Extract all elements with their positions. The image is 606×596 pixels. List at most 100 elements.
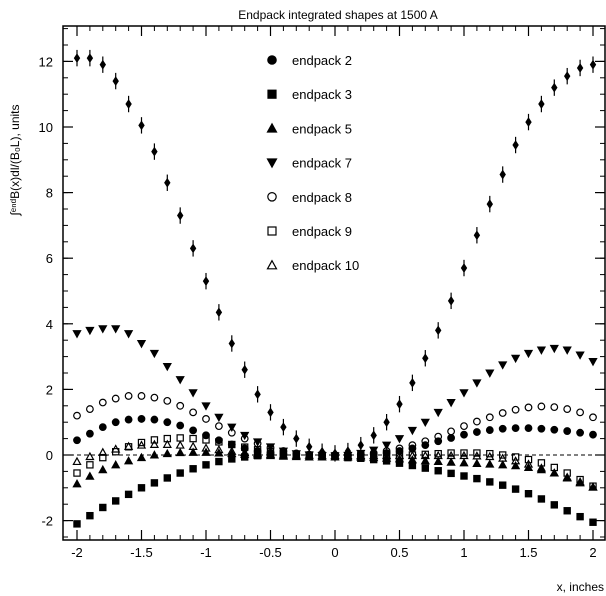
data-point xyxy=(381,450,392,460)
data-point xyxy=(176,434,184,442)
data-point xyxy=(473,474,481,483)
data-point xyxy=(460,449,468,457)
data-point xyxy=(291,450,301,459)
y-tick-label: 8 xyxy=(46,186,53,201)
data-point xyxy=(214,422,223,431)
data-point xyxy=(175,376,185,385)
data-point xyxy=(189,426,198,435)
data-point xyxy=(124,415,133,424)
data-point xyxy=(549,468,559,477)
data-point xyxy=(575,478,585,487)
data-point xyxy=(511,424,520,433)
data-point xyxy=(123,441,134,450)
data-point xyxy=(537,424,546,433)
data-point xyxy=(98,447,108,456)
x-axis-label: x, inches xyxy=(557,580,604,594)
data-point xyxy=(537,402,546,411)
axis-ticks: -2 -1.5 -1 -0.5 0 0.5 1 1.5 2 -2 0 2 4 6 8 10 12 xyxy=(39,26,605,560)
legend-label: endpack 8 xyxy=(292,190,352,205)
data-point xyxy=(422,353,429,364)
data-point xyxy=(524,490,533,498)
data-point xyxy=(499,481,507,489)
data-point xyxy=(138,120,145,131)
data-point xyxy=(460,422,468,431)
data-point xyxy=(447,469,455,478)
data-point xyxy=(460,430,468,439)
data-point xyxy=(447,427,456,436)
y-tick-label: 4 xyxy=(46,317,53,332)
data-point xyxy=(86,53,94,64)
legend: endpack 2 endpack 3 endpack 5 endpack 7 endp… xyxy=(266,53,359,273)
data-point xyxy=(511,405,520,414)
data-point xyxy=(137,392,146,400)
data-point xyxy=(511,453,520,461)
data-point xyxy=(550,425,559,434)
x-tick-label: 1 xyxy=(460,545,467,560)
data-point xyxy=(511,485,520,493)
data-point xyxy=(524,455,533,464)
data-point xyxy=(588,358,598,367)
data-point xyxy=(563,427,572,435)
data-point xyxy=(176,469,184,477)
data-point xyxy=(228,338,235,349)
data-point xyxy=(536,463,547,472)
data-point xyxy=(459,389,469,398)
y-tick-label: 12 xyxy=(39,54,53,69)
data-point xyxy=(85,451,95,461)
data-point xyxy=(111,460,121,469)
data-point xyxy=(137,415,146,423)
data-point xyxy=(254,389,261,400)
data-point xyxy=(523,459,534,468)
data-point xyxy=(485,426,494,434)
data-point xyxy=(202,276,210,287)
data-point xyxy=(510,460,521,470)
data-point xyxy=(446,450,456,460)
data-point xyxy=(240,447,250,457)
x-tick-label: 2 xyxy=(589,545,596,560)
data-point xyxy=(407,455,418,464)
data-point xyxy=(486,199,493,209)
data-point xyxy=(473,428,481,436)
data-point xyxy=(86,511,94,520)
data-point xyxy=(562,346,572,355)
data-point xyxy=(460,472,468,480)
data-point xyxy=(99,503,107,512)
data-point xyxy=(446,457,456,466)
y-tick-label: 2 xyxy=(46,382,53,397)
data-point xyxy=(473,449,481,457)
data-point xyxy=(370,430,377,441)
data-point xyxy=(252,448,263,458)
data-point xyxy=(123,330,134,339)
plot-frame xyxy=(62,25,606,541)
data-point xyxy=(162,448,172,458)
data-point xyxy=(408,441,417,450)
data-point xyxy=(549,344,559,354)
data-point xyxy=(473,230,481,241)
data-point xyxy=(137,484,146,492)
data-point xyxy=(293,433,300,444)
data-point xyxy=(99,453,107,462)
data-point xyxy=(576,63,584,73)
data-point xyxy=(486,449,494,458)
data-point xyxy=(188,441,198,450)
data-marks xyxy=(72,49,598,528)
data-point xyxy=(589,59,597,70)
data-point xyxy=(576,475,584,484)
data-point xyxy=(149,439,160,448)
data-point xyxy=(189,243,197,254)
x-tick-label: -0.5 xyxy=(259,545,281,560)
legend-marker xyxy=(266,158,278,169)
data-point xyxy=(538,99,545,109)
data-point xyxy=(214,444,224,454)
data-point xyxy=(394,435,405,444)
legend-marker xyxy=(267,55,277,65)
data-point xyxy=(446,399,456,408)
data-point xyxy=(111,497,120,505)
data-point xyxy=(589,413,597,422)
data-point xyxy=(175,447,185,457)
data-point xyxy=(304,450,314,459)
data-point xyxy=(356,450,366,460)
data-point xyxy=(150,415,159,424)
data-point xyxy=(240,434,249,443)
